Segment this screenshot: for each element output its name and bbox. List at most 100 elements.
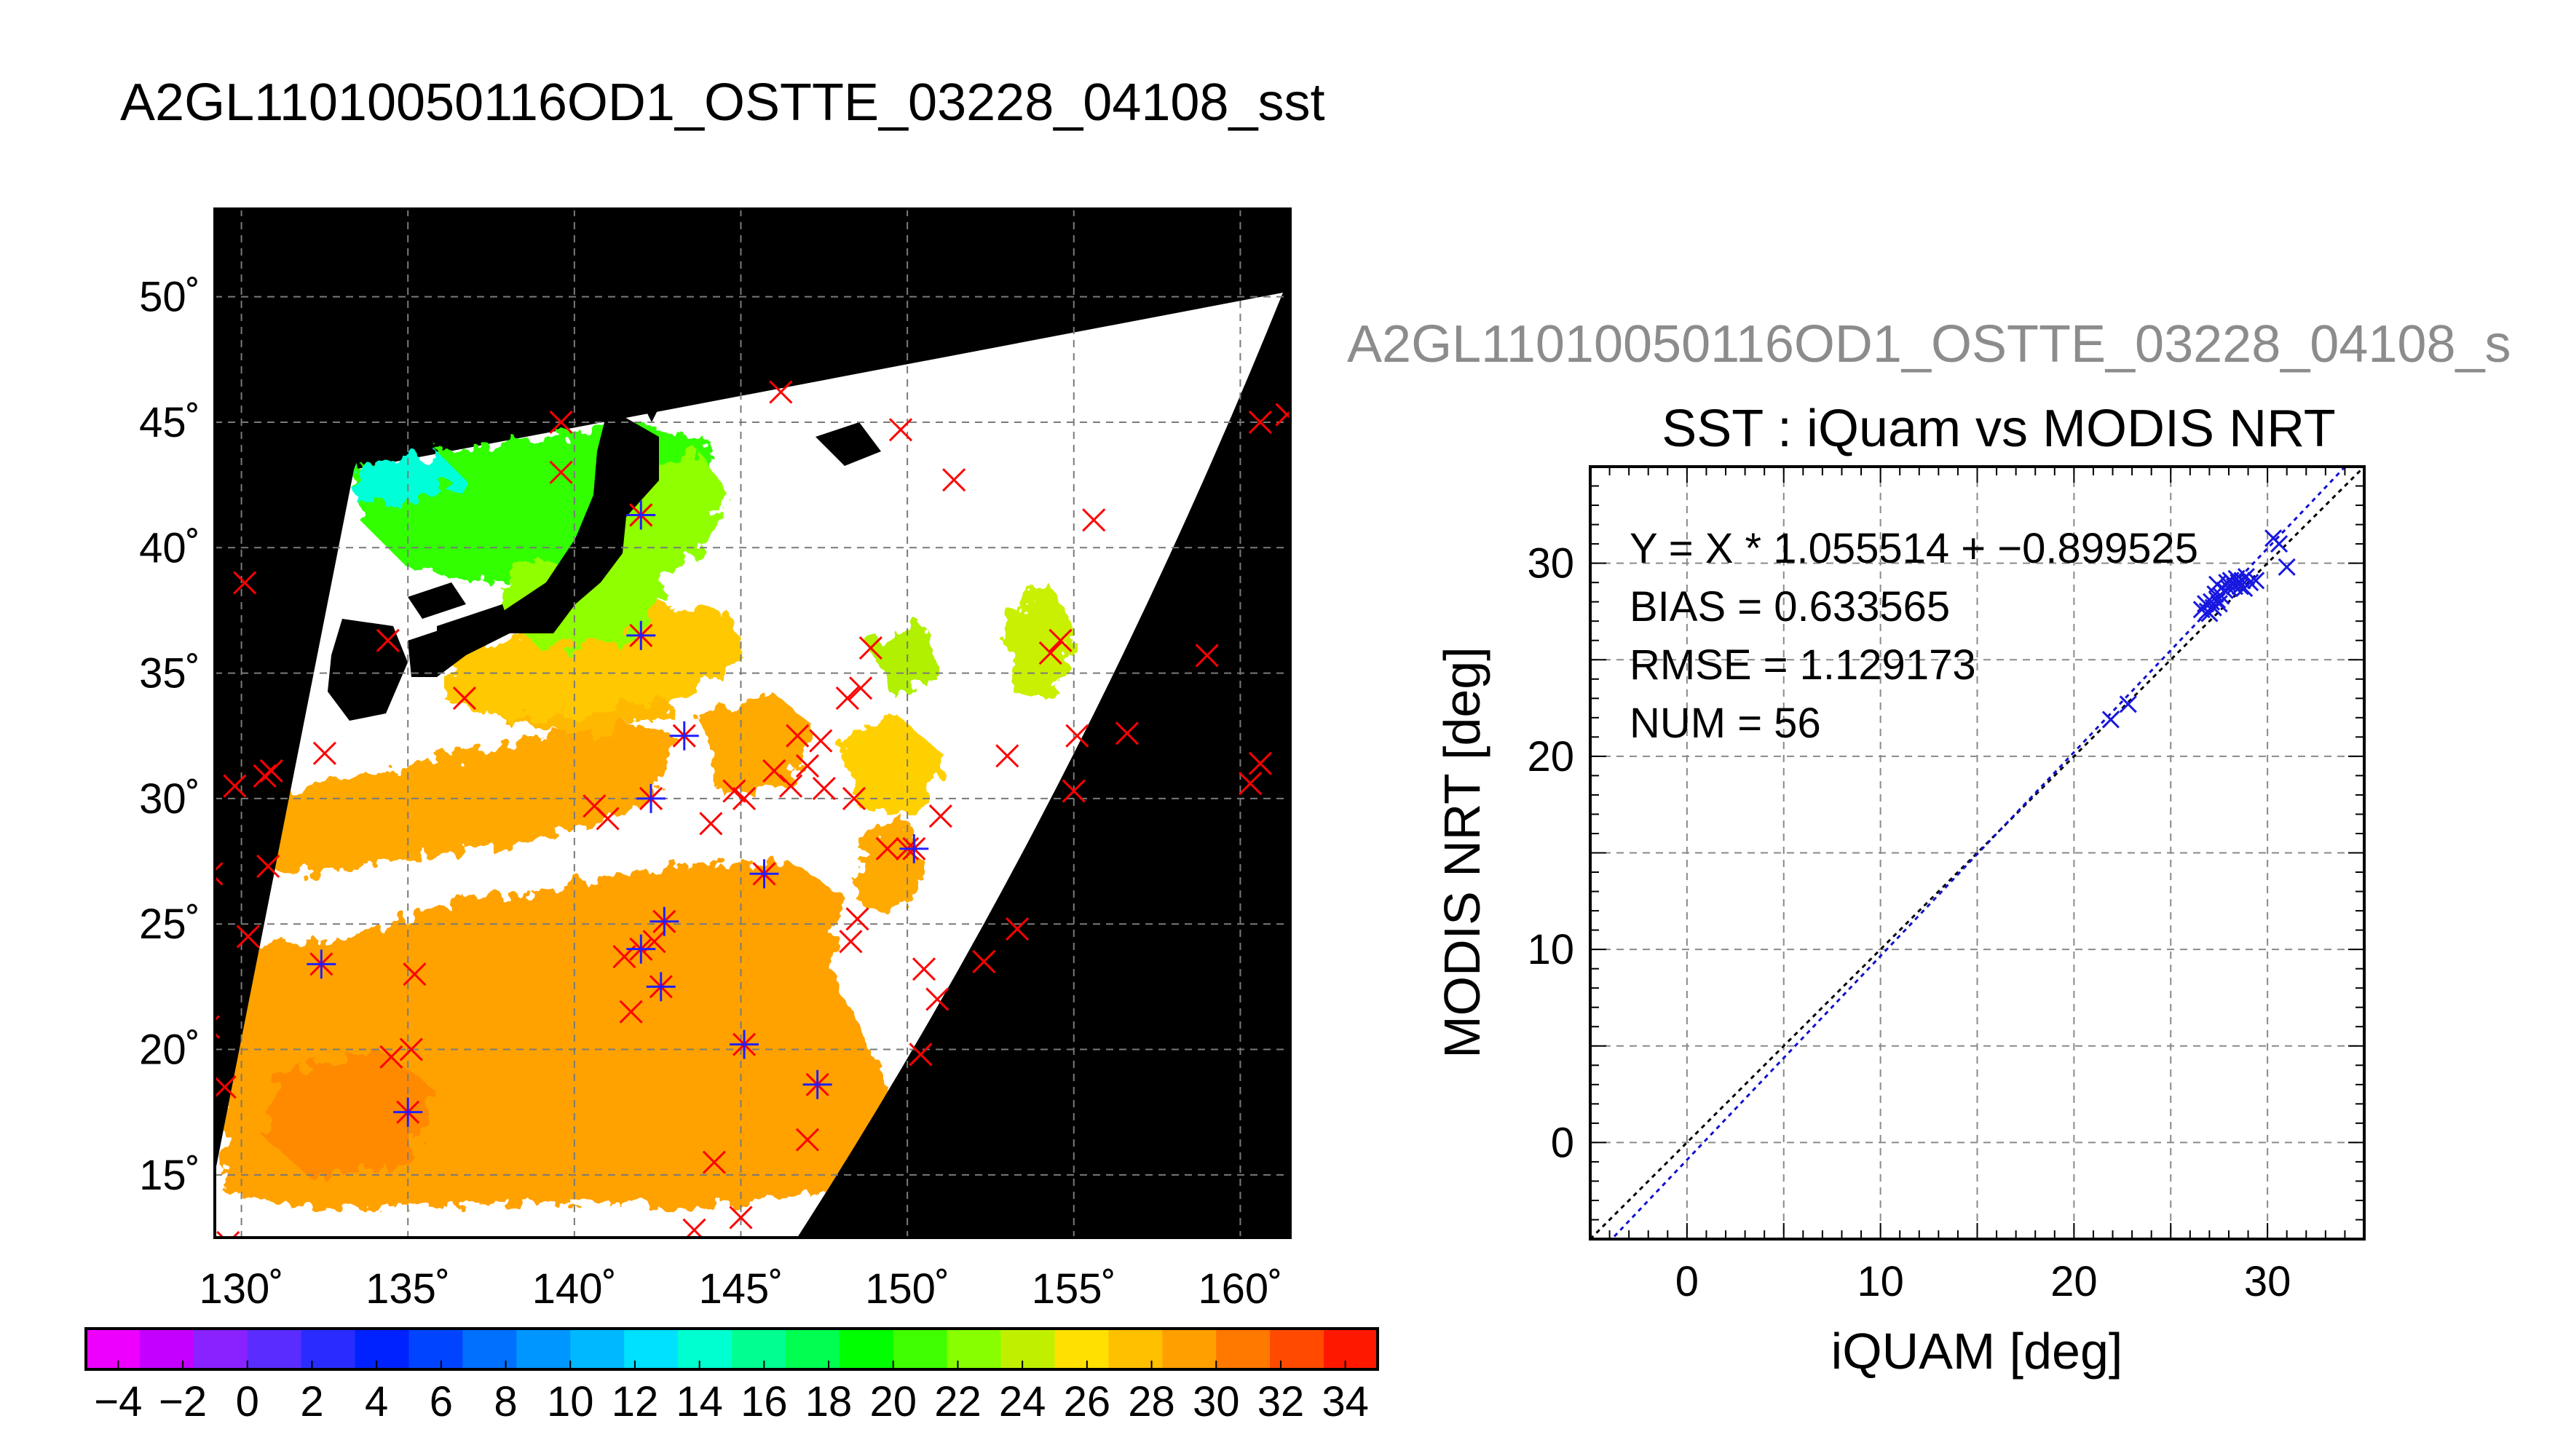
map-lat-tick-label: 15˚ (139, 1152, 200, 1199)
scatter-point (2119, 695, 2137, 713)
map-lon-tick-label: 150˚ (865, 1265, 949, 1313)
colorbar-cell (947, 1329, 1002, 1369)
map-marker-star (649, 906, 679, 936)
scatter-y-tick-label: 10 (1527, 926, 1574, 973)
map-marker-x (1275, 403, 1290, 427)
scatter-point (2208, 590, 2227, 609)
colorbar-tick-label: 10 (547, 1378, 594, 1425)
map-marker-star (307, 949, 336, 979)
colorbar-cell (86, 1329, 141, 1369)
scatter-x-tick-label: 30 (2244, 1258, 2291, 1305)
colorbar-tick-label: 20 (869, 1378, 917, 1425)
map-marker-x (1038, 641, 1062, 665)
scatter-point (2198, 602, 2216, 620)
map-marker-x (1248, 410, 1272, 434)
sst-yellow-field (444, 582, 1078, 815)
map-marker-x (1239, 772, 1263, 796)
map-marker-x (233, 571, 257, 595)
colorbar-tick-label: 18 (805, 1378, 853, 1425)
scatter-y-label: MODIS NRT [deg] (1434, 646, 1490, 1058)
colorbar-cell (624, 1329, 679, 1369)
scatter-y-tick-label: 20 (1527, 733, 1574, 780)
colorbar-cell (1000, 1329, 1055, 1369)
map-lat-tick-label: 50˚ (139, 274, 200, 321)
map-marker-x (399, 1037, 423, 1061)
colorbar-cell (1216, 1329, 1271, 1369)
colorbar-frame (84, 1327, 1379, 1371)
map-marker-star (626, 934, 656, 964)
map-marker-star (899, 834, 929, 863)
map-lat-tick-label: 20˚ (139, 1026, 200, 1074)
map-marker-x (253, 764, 277, 788)
map-marker-x (795, 754, 820, 778)
map-marker-x (223, 774, 247, 798)
colorbar-tick-label: 24 (999, 1378, 1046, 1425)
colorbar-tick-label: 8 (494, 1378, 517, 1425)
colorbar-cell (1108, 1329, 1163, 1369)
scatter-points (2101, 529, 2296, 729)
map-marker-star (749, 859, 779, 889)
map-marker-x (888, 418, 913, 442)
swath-edge-mask (797, 293, 1290, 1238)
map-marker-x (379, 1045, 403, 1069)
map-lon-tick-label: 135˚ (366, 1265, 450, 1313)
colorbar-tick-label: 2 (300, 1378, 323, 1425)
map-lat-tick-label: 30˚ (139, 775, 200, 823)
map-marker-x (1195, 644, 1219, 668)
map-marker-x (942, 468, 966, 492)
sst-map: 130˚ 135˚ 140˚ 145˚ 150˚ 155˚ 160˚ 50˚ 45˚ 40˚ 35˚… (139, 207, 1292, 1313)
map-marker-x (1049, 628, 1073, 652)
map-marker-x (215, 1075, 237, 1099)
scatter-point (2247, 571, 2265, 590)
map-marker-x (1248, 751, 1272, 775)
colorbar-cell (1270, 1329, 1324, 1369)
colorbar-cell (247, 1329, 302, 1369)
colorbar-cell (408, 1329, 463, 1369)
scatter-x-tick-label: 10 (1857, 1258, 1904, 1305)
colorbar-cell (1162, 1329, 1217, 1369)
colorbar-tick-label: 34 (1322, 1378, 1369, 1425)
colorbar-cell (193, 1329, 248, 1369)
map-marker-x (769, 380, 793, 404)
scatter-point (2231, 577, 2249, 596)
colorbar-tick-label: 0 (236, 1378, 259, 1425)
map-marker-x (702, 1150, 726, 1174)
map-lat-tick-label: 45˚ (139, 399, 200, 446)
scatter-y-tick-label: 30 (1527, 540, 1574, 587)
map-marker-star (730, 1029, 759, 1059)
map-lon-tick-label: 130˚ (200, 1265, 284, 1313)
colorbar-cell (678, 1329, 732, 1369)
colorbar-tick-label: 32 (1257, 1378, 1305, 1425)
scatter-point (2235, 579, 2254, 598)
regression-stat-line: NUM = 56 (1630, 700, 1821, 747)
map-marker-x (699, 812, 723, 836)
scatter-point (2270, 535, 2289, 553)
swath-left-mask (215, 209, 451, 1174)
map-marker-x (762, 759, 786, 783)
map-lat-tick-label: 35˚ (139, 650, 200, 697)
colorbar-tick-label: 14 (676, 1378, 723, 1425)
map-marker-x (549, 460, 573, 484)
map-marker-x (1115, 721, 1139, 745)
scatter-x-tick-label: 20 (2050, 1258, 2098, 1305)
map-marker-x (549, 410, 573, 434)
map-marker-x (845, 907, 869, 931)
map-marker-x (839, 930, 863, 954)
map-lon-tick-label: 160˚ (1198, 1265, 1282, 1313)
colorbar-tick-label: 6 (430, 1378, 453, 1425)
map-marker-x (732, 786, 757, 810)
map-marker-x (1082, 508, 1106, 532)
map-marker-x (995, 744, 1019, 768)
map-marker-star (646, 972, 676, 1002)
colorbar-cell (301, 1329, 356, 1369)
map-marker-x (909, 1042, 933, 1067)
scatter-point (2101, 711, 2120, 729)
map-marker-x (849, 676, 873, 700)
map-frame (213, 207, 1292, 1239)
map-marker-x (376, 628, 400, 652)
map-marker-x (236, 925, 260, 949)
map-marker-star (393, 1097, 423, 1127)
map-marker-x (403, 962, 427, 986)
colorbar-tick-label: 30 (1193, 1378, 1240, 1425)
regression-stat-line: BIAS = 0.633565 (1630, 583, 1950, 630)
